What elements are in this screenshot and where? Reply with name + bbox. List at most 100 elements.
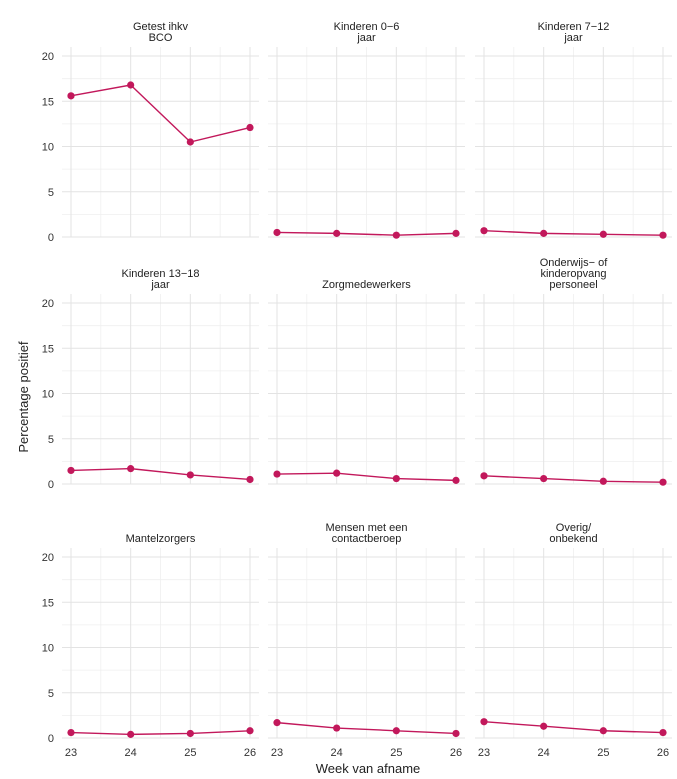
data-point xyxy=(392,231,400,239)
facet-panel: Mantelzorgers 0 5 10 15 20 23 24 25 26 xyxy=(42,533,259,759)
facet-title: kinderopvang xyxy=(540,268,606,280)
x-tick-label: 26 xyxy=(244,747,256,759)
facet-title: Mensen met een xyxy=(326,522,408,534)
data-point xyxy=(599,477,607,485)
y-tick-label: 5 xyxy=(48,187,54,199)
data-point xyxy=(540,722,548,730)
data-point xyxy=(480,718,488,726)
y-tick-label: 5 xyxy=(48,434,54,446)
series-line xyxy=(483,721,664,734)
y-tick-label: 10 xyxy=(42,389,54,401)
series-line xyxy=(276,472,457,482)
data-point xyxy=(67,92,75,100)
x-tick-label: 26 xyxy=(657,747,669,759)
x-tick-label: 25 xyxy=(184,747,196,759)
data-point xyxy=(599,230,607,238)
x-tick-label: 23 xyxy=(478,747,490,759)
data-point xyxy=(333,469,341,477)
data-point xyxy=(186,729,194,738)
data-point xyxy=(127,730,135,738)
series-line xyxy=(276,231,457,236)
facet-title: Mantelzorgers xyxy=(126,533,196,545)
y-tick-label: 20 xyxy=(42,51,54,63)
y-tick-label: 0 xyxy=(48,232,54,244)
x-tick-label: 25 xyxy=(597,747,609,759)
data-point xyxy=(273,228,281,237)
data-point xyxy=(67,728,75,737)
facet-title: Kinderen 13−18 xyxy=(122,268,200,280)
y-tick-label: 15 xyxy=(42,96,54,108)
facet-title: Kinderen 7−12 xyxy=(538,21,610,33)
data-point xyxy=(452,476,460,484)
facet-panel: Overig/onbekend 23 24 25 26 xyxy=(475,522,672,759)
data-point xyxy=(659,231,667,239)
x-tick-label: 26 xyxy=(450,747,462,759)
series-line xyxy=(483,229,664,236)
x-tick-label: 24 xyxy=(331,747,343,759)
data-point xyxy=(452,729,460,738)
data-point xyxy=(540,474,548,483)
data-point xyxy=(333,229,341,237)
y-tick-label: 20 xyxy=(42,298,54,310)
x-tick-label: 24 xyxy=(538,747,550,759)
facet-title: Getest ihkv xyxy=(133,21,189,33)
data-point xyxy=(480,472,488,480)
y-tick-label: 0 xyxy=(48,733,54,745)
data-point xyxy=(392,727,400,735)
y-tick-label: 10 xyxy=(42,643,54,655)
facet-title: BCO xyxy=(149,32,173,44)
facet-title: Onderwijs− of xyxy=(540,257,609,269)
facet-title: onbekend xyxy=(549,533,597,545)
facet-title: jaar xyxy=(150,279,170,291)
data-point xyxy=(273,719,281,727)
x-tick-label: 23 xyxy=(65,747,77,759)
data-point xyxy=(540,229,548,237)
data-point xyxy=(67,466,75,475)
facet-title: Zorgmedewerkers xyxy=(322,279,411,291)
y-tick-label: 5 xyxy=(48,688,54,700)
series-line xyxy=(276,721,457,735)
x-tick-label: 23 xyxy=(271,747,283,759)
y-tick-label: 20 xyxy=(42,552,54,564)
facet-title: Overig/ xyxy=(556,522,592,534)
data-point xyxy=(127,465,135,473)
x-tick-label: 24 xyxy=(125,747,137,759)
data-point xyxy=(186,138,194,146)
x-tick-label: 25 xyxy=(390,747,402,759)
data-point xyxy=(452,229,460,237)
series-line xyxy=(70,730,251,736)
data-point xyxy=(186,471,194,479)
data-point xyxy=(480,227,488,235)
facet-title: Kinderen 0−6 xyxy=(334,21,400,33)
y-tick-label: 10 xyxy=(42,142,54,154)
facet-title: jaar xyxy=(356,32,376,44)
y-tick-label: 15 xyxy=(42,343,54,355)
facet-title: personeel xyxy=(549,279,597,291)
data-point xyxy=(659,728,667,737)
data-point xyxy=(659,478,667,486)
series-line xyxy=(70,467,251,481)
data-point xyxy=(246,475,254,484)
data-point xyxy=(246,727,254,735)
series-line xyxy=(70,84,251,143)
y-tick-label: 15 xyxy=(42,597,54,609)
facet-panel: Zorgmedewerkers xyxy=(268,279,465,485)
y-axis-title: Percentage positief xyxy=(16,341,31,453)
data-point xyxy=(599,727,607,735)
facet-title: contactberoep xyxy=(332,533,402,545)
facet-title: jaar xyxy=(563,32,583,44)
y-tick-label: 0 xyxy=(48,479,54,491)
data-point xyxy=(127,81,135,89)
data-point xyxy=(246,123,254,132)
data-point xyxy=(333,724,341,732)
data-point xyxy=(273,470,281,478)
series-line xyxy=(483,475,664,483)
x-axis-title: Week van afname xyxy=(316,761,421,776)
